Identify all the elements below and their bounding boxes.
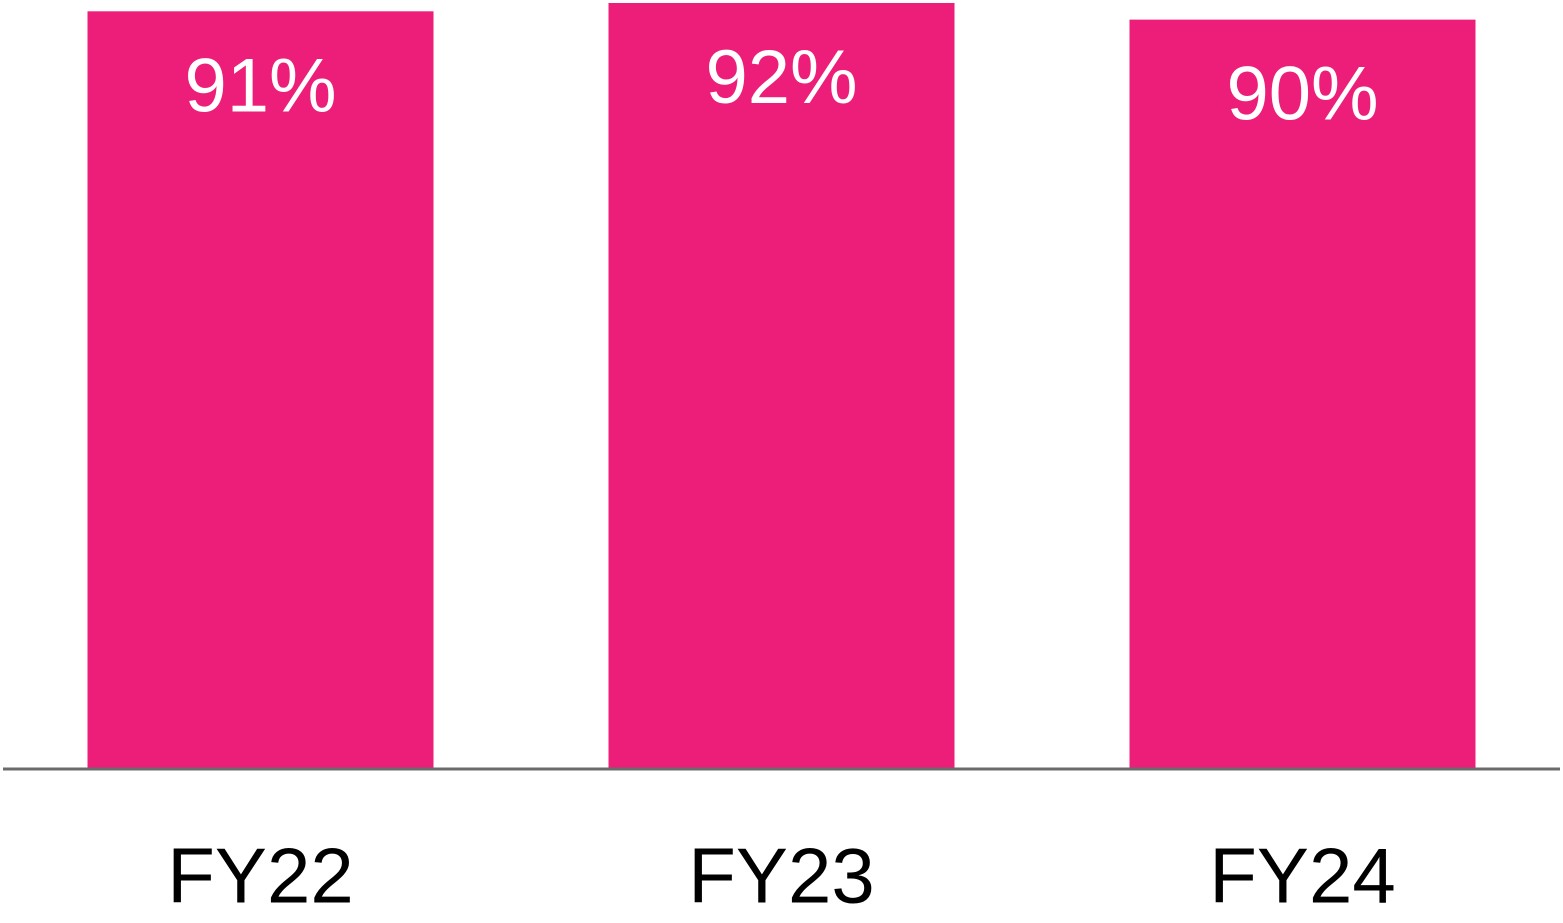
value-label: 92% — [705, 35, 857, 120]
value-label: 90% — [1226, 52, 1378, 137]
x-tick-label: FY22 — [167, 832, 353, 920]
bar — [1129, 19, 1476, 769]
value-label: 91% — [184, 43, 336, 128]
bar — [608, 3, 955, 768]
x-tick-label: FY24 — [1209, 832, 1395, 920]
bar — [87, 11, 434, 768]
x-tick-label: FY23 — [688, 832, 874, 920]
